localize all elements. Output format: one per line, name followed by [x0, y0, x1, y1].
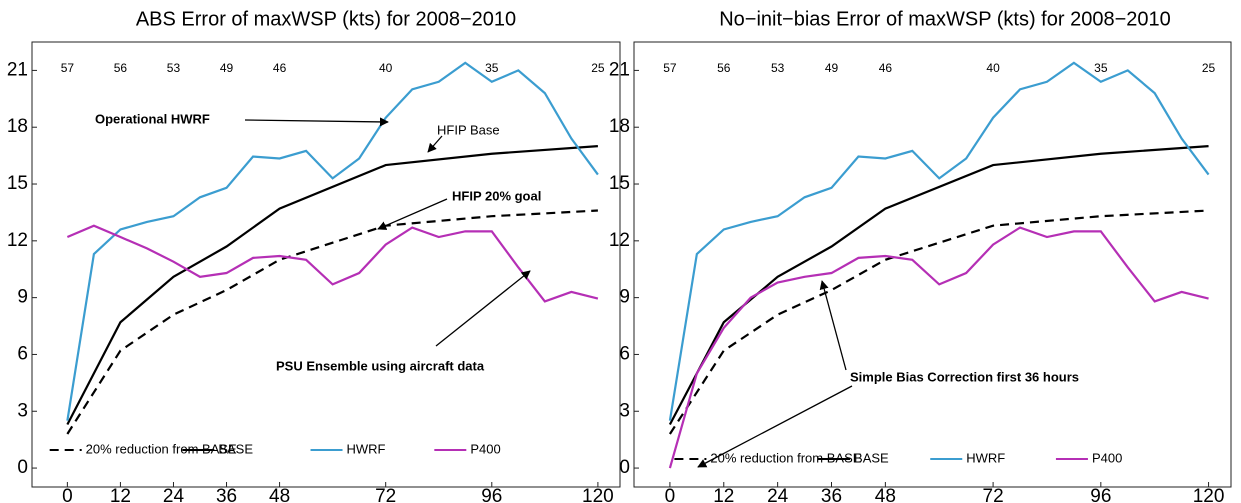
sample-count: 46 [879, 61, 893, 75]
sample-count: 53 [771, 61, 785, 75]
series-line [66, 145, 598, 426]
annotation-arrow [377, 198, 448, 230]
x-tick-label: 72 [375, 486, 396, 503]
series-line [668, 209, 1209, 435]
y-tick-label: 18 [609, 116, 630, 137]
y-tick-label: 6 [17, 343, 28, 364]
x-tick-label: 36 [216, 486, 237, 503]
x-tick-label: 0 [62, 486, 73, 503]
sample-count: 53 [167, 61, 181, 75]
series-line [668, 145, 1209, 426]
series-line [668, 226, 1209, 469]
y-tick-label: 21 [7, 59, 28, 80]
annotation-arrow [435, 270, 531, 347]
sample-count: 25 [591, 61, 605, 75]
x-tick-label: 12 [110, 486, 131, 503]
sample-count: 49 [825, 61, 839, 75]
y-tick-label: 0 [619, 457, 630, 478]
x-tick-label: 36 [821, 486, 842, 503]
chart-title: ABS Error of maxWSP (kts) for 2008−2010 [136, 8, 516, 30]
legend-label: P400 [470, 441, 500, 456]
x-tick-label: 0 [665, 486, 676, 503]
x-tick-label: 12 [713, 486, 734, 503]
x-tick-label: 96 [481, 486, 502, 503]
legend-label: BASE [854, 450, 889, 465]
y-tick-label: 15 [7, 173, 28, 194]
legend-label: 20% reduction from BASE [710, 450, 861, 465]
annotation: HFIP Base [437, 122, 500, 137]
plot-frame [31, 41, 621, 488]
sample-count: 49 [220, 61, 234, 75]
annotation: Operational HWRF [95, 111, 210, 126]
sample-count: 25 [1202, 61, 1216, 75]
annotation-arrow [819, 280, 847, 371]
legend-label: HWRF [966, 450, 1005, 465]
sample-count: 46 [273, 61, 287, 75]
y-tick-label: 21 [609, 59, 630, 80]
annotation-arrow [697, 385, 853, 468]
sample-count: 35 [485, 61, 499, 75]
y-tick-label: 3 [17, 400, 28, 421]
series-line [66, 209, 598, 435]
sample-count: 57 [61, 61, 75, 75]
sample-count: 35 [1094, 61, 1108, 75]
sample-count: 57 [663, 61, 677, 75]
y-tick-label: 12 [609, 230, 630, 251]
x-tick-label: 120 [582, 486, 614, 503]
legend-label: BASE [218, 441, 253, 456]
annotation: PSU Ensemble using aircraft data [276, 358, 485, 373]
x-tick-label: 120 [1193, 486, 1225, 503]
series-line [66, 224, 599, 303]
series-line [66, 61, 599, 421]
x-tick-label: 72 [983, 486, 1004, 503]
x-tick-label: 24 [767, 486, 789, 503]
y-tick-label: 9 [17, 287, 28, 308]
legend-label: P400 [1092, 450, 1122, 465]
x-tick-label: 48 [269, 486, 290, 503]
legend-label: 20% reduction from BASE [86, 441, 237, 456]
series-line [668, 61, 1210, 421]
annotation-arrow [244, 117, 389, 127]
chart-title: No−init−bias Error of maxWSP (kts) for 2… [719, 8, 1171, 30]
plot-frame [633, 41, 1232, 488]
annotation: Simple Bias Correction first 36 hours [850, 369, 1079, 384]
y-tick-label: 3 [619, 400, 630, 421]
x-tick-label: 48 [875, 486, 896, 503]
legend-label: HWRF [347, 441, 386, 456]
chart-panel: No−init−bias Error of maxWSP (kts) for 2… [609, 8, 1232, 503]
chart-panel: ABS Error of maxWSP (kts) for 2008−2010 0… [7, 8, 621, 503]
sample-count: 40 [986, 61, 1000, 75]
sample-count: 56 [717, 61, 731, 75]
annotation: HFIP 20% goal [452, 188, 541, 203]
sample-count: 56 [114, 61, 128, 75]
annotation-arrow [427, 135, 443, 153]
x-tick-label: 96 [1090, 486, 1111, 503]
y-tick-label: 15 [609, 173, 630, 194]
y-tick-label: 9 [619, 287, 630, 308]
y-tick-label: 0 [17, 457, 28, 478]
y-tick-label: 18 [7, 116, 28, 137]
y-tick-label: 12 [7, 230, 28, 251]
y-tick-label: 6 [619, 343, 630, 364]
sample-count: 40 [379, 61, 393, 75]
x-tick-label: 24 [163, 486, 185, 503]
